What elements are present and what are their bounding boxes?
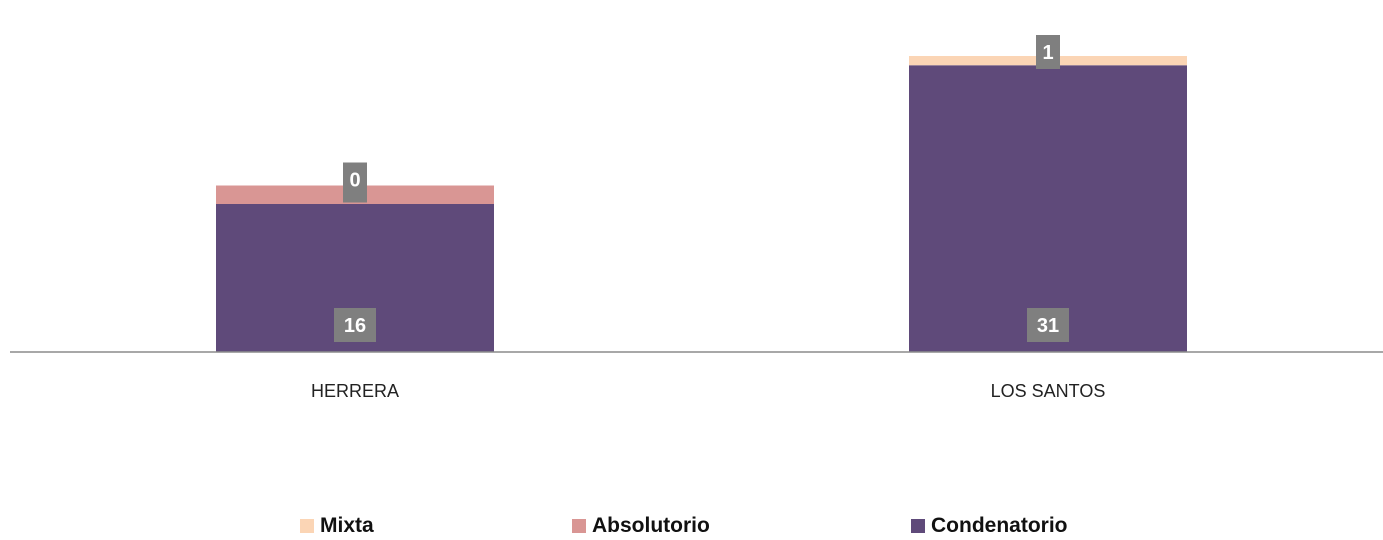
legend-swatch-mixta — [300, 519, 314, 533]
bars-layer — [216, 56, 1187, 352]
data-label-herrera-mixta: 0 — [343, 162, 367, 197]
data-labels-layer: 1620311 — [334, 35, 1069, 342]
data-label-value: 1 — [1042, 42, 1053, 64]
legend-label-mixta: Mixta — [320, 514, 374, 537]
data-label-value: 0 — [349, 170, 360, 192]
legend-label-absolutorio: Absolutorio — [592, 514, 710, 537]
x-tick-los-santos: LOS SANTOS — [991, 381, 1106, 401]
legend-item-mixta: Mixta — [300, 514, 374, 538]
data-label-box — [1036, 35, 1060, 69]
bar-los-santos-condenatorio — [909, 65, 1187, 352]
data-label-box — [343, 162, 367, 197]
data-label-los-santos-condenatorio: 31 — [1027, 308, 1069, 342]
legend-swatch-condenatorio — [911, 519, 925, 533]
data-label-value: 16 — [344, 315, 366, 337]
legend-item-absolutorio: Absolutorio — [572, 514, 710, 538]
legend-swatch-absolutorio — [572, 519, 586, 533]
legend-item-condenatorio: Condenatorio — [911, 514, 1068, 538]
data-label-los-santos-mixta: 1 — [1036, 35, 1060, 69]
legend: Mixta Absolutorio Condenatorio — [0, 514, 1383, 540]
data-label-box — [334, 308, 376, 342]
data-label-value: 31 — [1037, 315, 1059, 337]
data-label-box — [1027, 308, 1069, 342]
data-label-herrera-condenatorio: 16 — [334, 308, 376, 342]
x-tick-herrera: HERRERA — [311, 381, 399, 401]
legend-label-condenatorio: Condenatorio — [931, 514, 1068, 537]
x-tick-labels: HERRERA LOS SANTOS — [311, 381, 1105, 401]
